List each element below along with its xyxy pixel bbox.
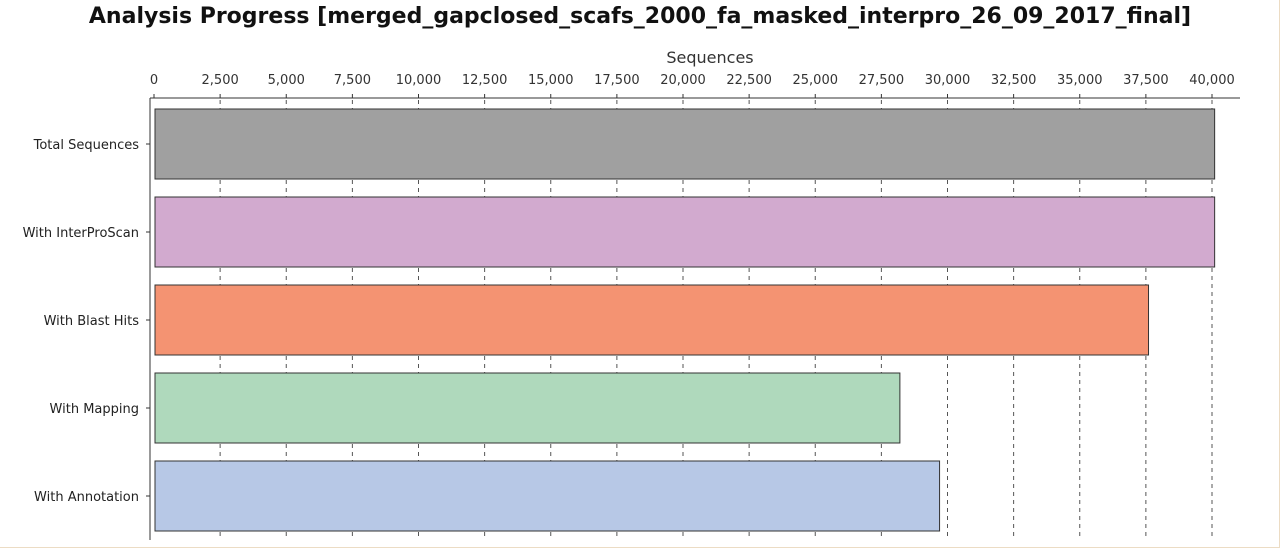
x-tick-label: 22,500: [726, 73, 772, 88]
x-tick-label: 40,000: [1189, 73, 1235, 88]
x-tick-label: 12,500: [462, 73, 508, 88]
category-label: With Mapping: [50, 402, 139, 417]
category-label: Total Sequences: [33, 138, 140, 153]
bar: [154, 196, 1216, 268]
x-tick-label: 15,000: [528, 73, 574, 88]
bar: [154, 460, 941, 532]
x-tick-label: 5,000: [268, 73, 305, 88]
x-tick-label: 0: [150, 73, 158, 88]
x-tick-label: 25,000: [793, 73, 839, 88]
category-label: With Annotation: [34, 490, 139, 505]
x-tick-label: 32,500: [991, 73, 1037, 88]
x-tick-label: 35,000: [1057, 73, 1103, 88]
bar: [154, 284, 1150, 356]
x-tick-label: 20,000: [660, 73, 706, 88]
x-tick-label: 27,500: [859, 73, 905, 88]
x-tick-label: 7,500: [334, 73, 371, 88]
x-tick-label: 17,500: [594, 73, 640, 88]
bar: [154, 108, 1216, 180]
chart-title: Analysis Progress [merged_gapclosed_scaf…: [88, 4, 1192, 29]
category-label: With Blast Hits: [44, 314, 140, 329]
bar: [154, 372, 901, 444]
x-tick-label: 10,000: [396, 73, 442, 88]
x-tick-label: 2,500: [202, 73, 239, 88]
x-tick-label: 30,000: [925, 73, 971, 88]
x-tick-label: 37,500: [1123, 73, 1169, 88]
x-axis-title: Sequences: [666, 48, 753, 67]
category-label: With InterProScan: [23, 226, 139, 241]
